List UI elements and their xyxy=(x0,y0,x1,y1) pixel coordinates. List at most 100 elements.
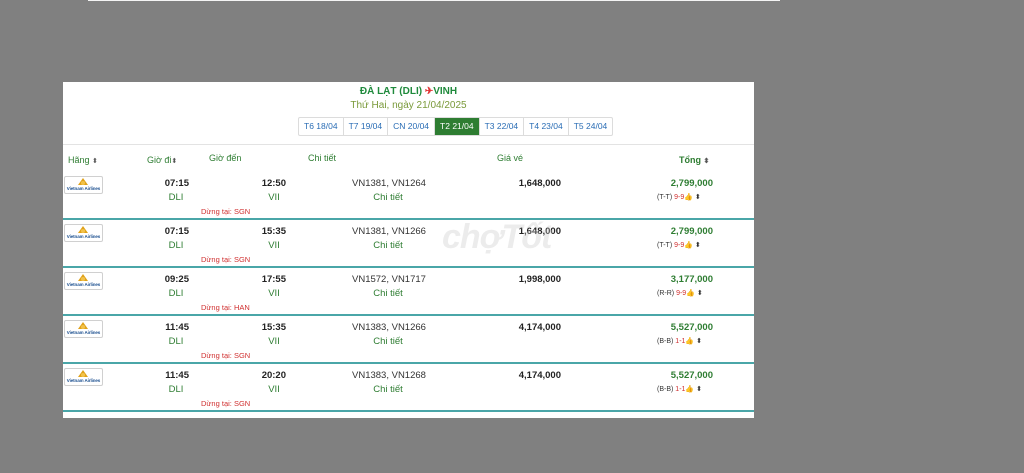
seat-count: 9-9 xyxy=(674,194,685,201)
fare-class: (T-T) xyxy=(657,194,673,201)
route-destination: VINH xyxy=(433,86,458,97)
date-tab[interactable]: T7 19/04 xyxy=(344,118,389,135)
header-depart[interactable]: Giờ đi⬍ xyxy=(147,155,177,165)
depart-airport: DLI xyxy=(168,192,184,203)
flight-numbers: VN1383, VN1266 xyxy=(352,322,426,333)
airline-logo-text: Vietnam Airlines xyxy=(66,330,101,335)
sort-icon: ⬍ xyxy=(92,158,98,165)
header-total-label: Tổng xyxy=(679,155,701,165)
depart-airport: DLI xyxy=(168,384,184,395)
arrive-airport: VII xyxy=(268,192,280,203)
flight-row[interactable]: Vietnam Airlines 07:15 DLI Dừng tại: SGN 12:… xyxy=(63,172,754,220)
seat-count: 1-1 xyxy=(675,338,686,345)
top-strip xyxy=(88,0,780,1)
ticket-price: 4,174,000 xyxy=(518,370,561,381)
arrive-time: 12:50 xyxy=(261,178,286,189)
flight-numbers: VN1381, VN1266 xyxy=(352,226,426,237)
detail-link[interactable]: Chi tiết xyxy=(373,384,403,395)
thumbs-up-icon[interactable]: 👍 xyxy=(684,194,693,201)
fare-info: (T-T) 9-9👍 ⬍ xyxy=(657,241,701,249)
lotus-center-icon xyxy=(81,229,85,233)
date-tab[interactable]: CN 20/04 xyxy=(388,118,436,135)
date-tab[interactable]: T4 23/04 xyxy=(524,118,569,135)
total-price: 5,527,000 xyxy=(670,370,713,381)
sort-icon: ⬍ xyxy=(703,158,710,165)
airline-logo-text: Vietnam Airlines xyxy=(66,378,101,383)
header-price: Giá vé xyxy=(497,153,524,163)
header-depart-label: Giờ đi xyxy=(147,155,172,165)
arrive-airport: VII xyxy=(268,336,280,347)
arrive-time: 15:35 xyxy=(261,322,286,333)
depart-time: 09:25 xyxy=(164,274,189,285)
seat-count: 9-9 xyxy=(674,242,685,249)
stopover-text: Dừng tại: SGN xyxy=(201,207,251,216)
stopover-text: Dừng tại: HAN xyxy=(201,303,250,312)
total-price: 2,799,000 xyxy=(670,226,713,237)
fare-class: (R-R) xyxy=(657,290,675,297)
header-arrive: Giờ đến xyxy=(209,153,242,163)
fare-info: (T-T) 9-9👍 ⬍ xyxy=(657,193,701,201)
expand-caret-icon[interactable]: ⬍ xyxy=(694,242,701,249)
detail-link[interactable]: Chi tiết xyxy=(373,336,403,347)
detail-link[interactable]: Chi tiết xyxy=(373,288,403,299)
fare-class: (B-B) xyxy=(657,338,674,345)
date-tab[interactable]: T2 21/04 xyxy=(435,118,480,135)
route-title: ĐÀ LẠT (DLI) ✈VINH xyxy=(63,86,754,97)
date-tab[interactable]: T6 18/04 xyxy=(299,118,344,135)
header-detail: Chi tiết xyxy=(308,153,337,163)
depart-airport: DLI xyxy=(168,240,184,251)
ticket-price: 1,998,000 xyxy=(518,274,561,285)
arrive-time: 20:20 xyxy=(261,370,286,381)
flight-row[interactable]: Vietnam Airlines 11:45 DLI Dừng tại: SGN 15:… xyxy=(63,316,754,364)
arrive-airport: VII xyxy=(268,384,280,395)
seat-count: 1-1 xyxy=(675,386,686,393)
header-total[interactable]: Tổng ⬍ xyxy=(679,155,709,165)
date-tab[interactable]: T3 22/04 xyxy=(480,118,525,135)
flight-row[interactable]: Vietnam Airlines 07:15 DLI Dừng tại: SGN 15:… xyxy=(63,220,754,268)
thumbs-up-icon[interactable]: 👍 xyxy=(685,338,695,345)
flight-row[interactable]: Vietnam Airlines 09:25 DLI Dừng tại: HAN 17:… xyxy=(63,268,754,316)
ticket-price: 1,648,000 xyxy=(518,178,561,189)
plane-icon: ✈ xyxy=(424,86,434,97)
arrive-time: 17:55 xyxy=(261,274,286,285)
airline-logo-text: Vietnam Airlines xyxy=(66,186,101,191)
expand-caret-icon[interactable]: ⬍ xyxy=(696,338,702,345)
thumbs-up-icon[interactable]: 👍 xyxy=(685,386,695,393)
expand-caret-icon[interactable]: ⬍ xyxy=(696,290,703,297)
date-tab[interactable]: T5 24/04 xyxy=(573,121,608,131)
airline-logo: Vietnam Airlines xyxy=(64,368,103,386)
route-date: Thứ Hai, ngày 21/04/2025 xyxy=(350,100,467,111)
detail-link[interactable]: Chi tiết xyxy=(373,240,403,251)
arrive-time: 15:35 xyxy=(261,226,286,237)
fare-info: (B-B) 1-1👍 ⬍ xyxy=(657,385,702,393)
header-divider xyxy=(63,144,754,145)
route-origin: ĐÀ LẠT (DLI) xyxy=(359,86,423,97)
arrive-airport: VII xyxy=(268,288,280,299)
airline-logo: Vietnam Airlines xyxy=(64,176,103,194)
expand-caret-icon[interactable]: ⬍ xyxy=(694,194,701,201)
flight-numbers: VN1572, VN1717 xyxy=(352,274,426,285)
lotus-center-icon xyxy=(81,373,85,377)
depart-airport: DLI xyxy=(168,336,184,347)
header-airline[interactable]: Hãng ⬍ xyxy=(68,155,98,165)
airline-logo: Vietnam Airlines xyxy=(64,320,103,338)
ticket-price: 1,648,000 xyxy=(518,226,561,237)
seat-count: 9-9 xyxy=(676,290,687,297)
detail-link[interactable]: Chi tiết xyxy=(373,192,403,203)
flight-numbers: VN1381, VN1264 xyxy=(352,178,426,189)
thumbs-up-icon[interactable]: 👍 xyxy=(684,242,693,249)
expand-caret-icon[interactable]: ⬍ xyxy=(696,386,702,393)
fare-info: (R-R) 9-9👍 ⬍ xyxy=(657,289,703,297)
arrive-airport: VII xyxy=(268,240,280,251)
header-airline-label: Hãng xyxy=(68,155,90,165)
ticket-price: 4,174,000 xyxy=(518,322,561,333)
flight-row[interactable]: Vietnam Airlines 11:45 DLI Dừng tại: SGN 20:… xyxy=(63,364,754,412)
flight-list: Vietnam Airlines 07:15 DLI Dừng tại: SGN 12:… xyxy=(63,172,754,412)
airline-logo-text: Vietnam Airlines xyxy=(66,282,101,287)
fare-class: (T-T) xyxy=(657,242,673,249)
depart-airport: DLI xyxy=(168,288,184,299)
lotus-center-icon xyxy=(81,181,85,185)
stopover-text: Dừng tại: SGN xyxy=(201,399,251,408)
depart-time: 07:15 xyxy=(164,226,189,237)
thumbs-up-icon[interactable]: 👍 xyxy=(686,290,695,297)
